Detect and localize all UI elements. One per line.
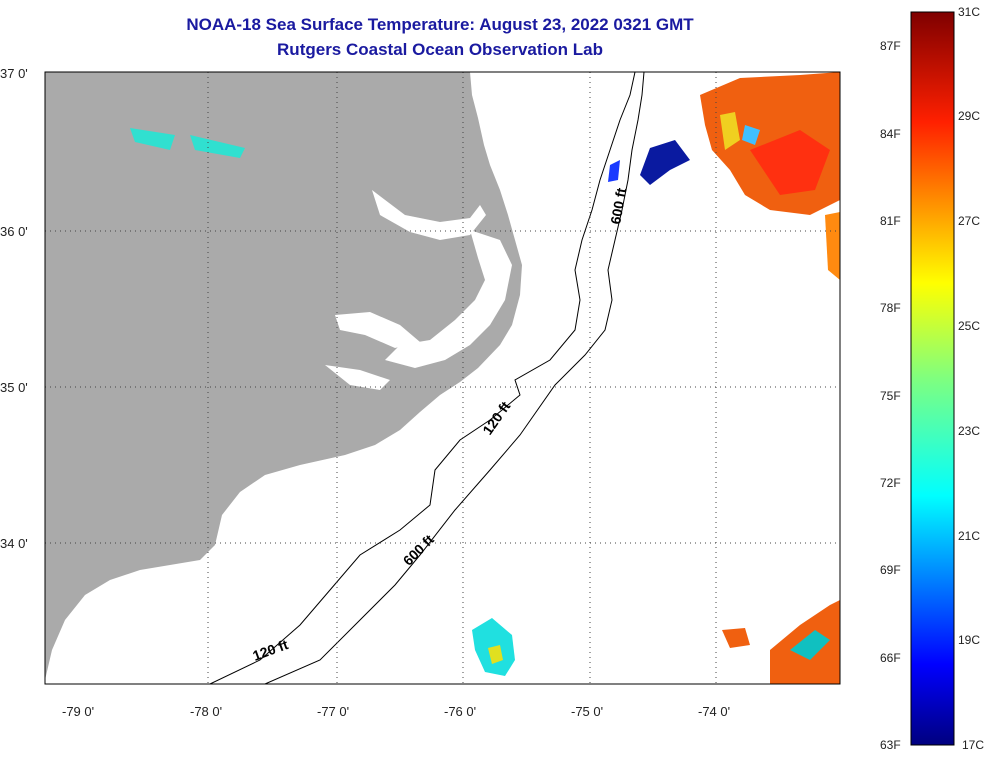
graticule	[45, 72, 840, 684]
albemarle-sound	[372, 190, 486, 240]
colorbar-c-label: 29C	[958, 109, 981, 123]
lat-label: 37 0'	[0, 66, 28, 81]
lon-label: -75 0'	[571, 704, 604, 719]
sst-patch-inland	[130, 128, 245, 158]
lat-label: 35 0'	[0, 380, 28, 395]
colorbar-f-label: 78F	[880, 301, 901, 315]
colorbar-f-label: 63F	[880, 738, 901, 752]
lat-label: 36 0'	[0, 224, 28, 239]
map-subtitle: Rutgers Coastal Ocean Observation Lab	[277, 40, 603, 59]
neuse-river	[325, 365, 390, 390]
colorbar-f-label: 66F	[880, 651, 901, 665]
colorbar-f-label: 75F	[880, 389, 901, 403]
lon-label: -77 0'	[317, 704, 350, 719]
colorbar-c-label: 25C	[958, 319, 981, 333]
colorbar-f-label: 81F	[880, 214, 901, 228]
sst-cool-patch-n	[608, 140, 690, 185]
sst-warm-patch-ne	[700, 72, 840, 280]
pamlico-sound	[385, 230, 512, 368]
colorbar-f-label: 84F	[880, 127, 901, 141]
colorbar-c-label: 27C	[958, 214, 981, 228]
sst-warm-patch-se	[722, 600, 840, 684]
colorbar-f-label: 87F	[880, 39, 901, 53]
contour-line-600ft	[264, 72, 645, 684]
lon-label: -79 0'	[62, 704, 95, 719]
contour-line-120ft	[209, 72, 636, 684]
map-title: NOAA-18 Sea Surface Temperature: August …	[186, 15, 694, 34]
colorbar-c-label: 17C	[962, 738, 985, 752]
lon-label: -76 0'	[444, 704, 477, 719]
lon-label: -78 0'	[190, 704, 223, 719]
map-frame	[44, 71, 841, 685]
lat-label: 34 0'	[0, 536, 28, 551]
sst-patch-south	[472, 618, 515, 676]
pamlico-river	[335, 312, 420, 348]
colorbar-c-label: 21C	[958, 529, 981, 543]
colorbar-c-label: 31C	[958, 5, 981, 19]
colorbar-c-label: 19C	[958, 633, 981, 647]
colorbar-c-label: 23C	[958, 424, 981, 438]
colorbar-f-label: 72F	[880, 476, 901, 490]
colorbar-f-label: 69F	[880, 563, 901, 577]
colorbar	[910, 11, 955, 746]
lon-label: -74 0'	[698, 704, 731, 719]
